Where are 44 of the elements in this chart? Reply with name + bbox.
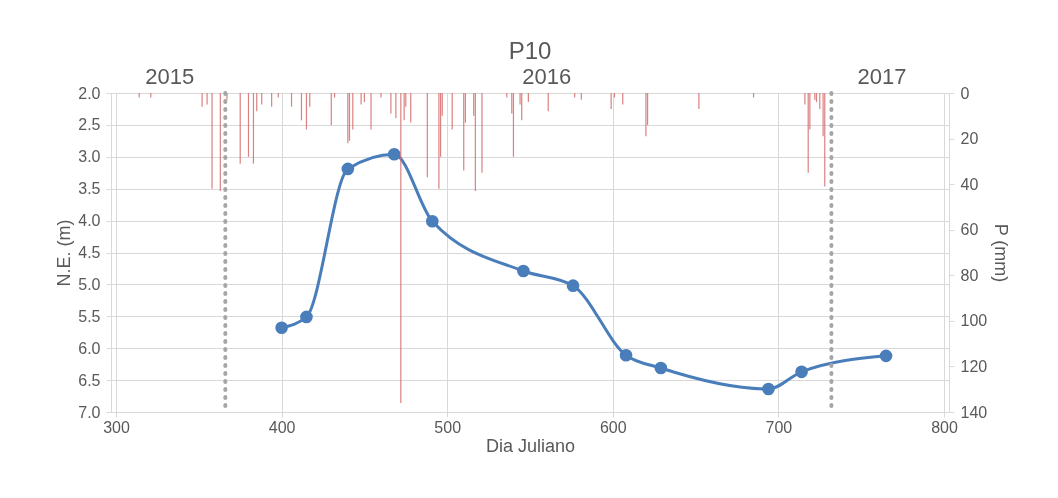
y-tick-label: 5.0	[78, 275, 101, 293]
point	[300, 310, 313, 324]
y2-tick-label: 0	[960, 84, 970, 102]
point	[566, 279, 580, 292]
chart-title: P10	[508, 37, 552, 64]
y2-tick-label: 20	[960, 130, 979, 148]
text: 2016	[522, 64, 572, 89]
point	[275, 321, 288, 335]
point	[619, 348, 633, 362]
x-tick-label: 400	[268, 418, 296, 436]
x-axis-title: Dia Juliano	[485, 435, 576, 456]
y2-tick-label: 120	[960, 357, 988, 375]
text: 2015	[145, 64, 195, 89]
point	[654, 361, 668, 375]
y-tick-label: 6.0	[78, 339, 101, 357]
y2-tick-label: 100	[960, 312, 988, 330]
y2-tick-label: 80	[960, 266, 979, 284]
y-tick-label: 3.0	[78, 148, 101, 166]
point	[762, 382, 775, 396]
x-tick-label: 300	[103, 418, 130, 436]
y-axis-title: N.E. (m)	[54, 219, 75, 287]
y-tick-label: 5.5	[78, 307, 101, 325]
y-tick-label: 3.5	[78, 180, 101, 198]
y-tick-label: 6.5	[78, 371, 101, 389]
y2-tick-label: 40	[960, 175, 979, 193]
y-tick-label: 2.5	[78, 116, 101, 134]
x-tick-label: 700	[765, 418, 793, 436]
point	[425, 214, 439, 228]
y-tick-label: 4.5	[78, 244, 101, 261]
text: 2017	[857, 64, 907, 89]
y2-tick-label: 60	[960, 221, 979, 239]
y2-axis-title: P (mm)	[991, 223, 1012, 283]
y2-tick-label: 140	[960, 403, 988, 421]
y-tick-label: 2.0	[78, 84, 101, 102]
point	[879, 349, 893, 363]
point	[387, 147, 401, 161]
y-tick-label: 7.0	[78, 403, 101, 421]
y-tick-label: 4.0	[78, 212, 101, 230]
x-tick-label: 600	[599, 418, 627, 436]
point	[341, 162, 355, 176]
x-tick-label: 800	[931, 418, 958, 436]
x-tick-label: 500	[434, 418, 462, 436]
point	[795, 365, 808, 379]
point	[517, 264, 530, 278]
